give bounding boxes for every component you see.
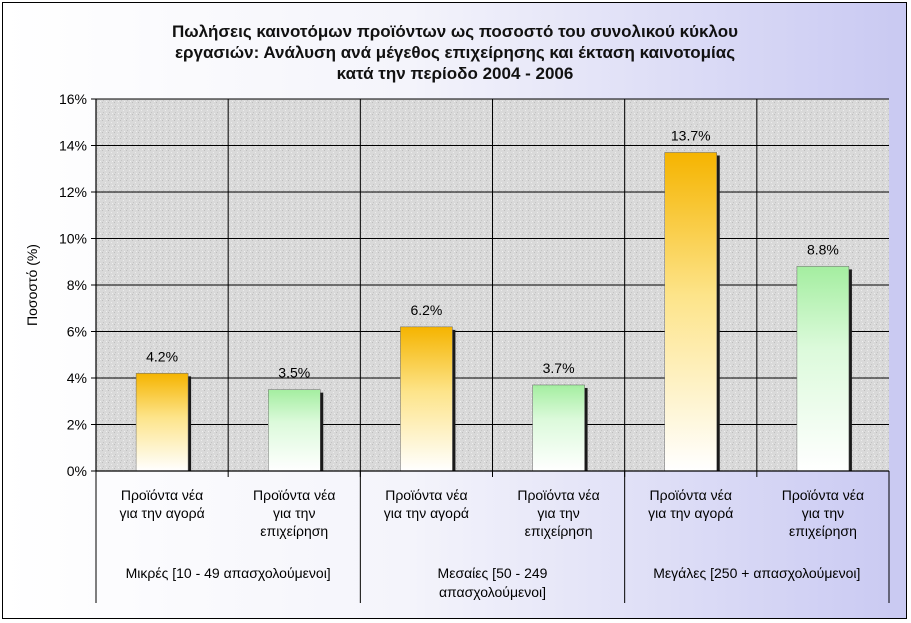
category-label: για την [537,505,579,521]
category-label: για την [802,505,844,521]
data-label: 6.2% [410,302,442,318]
chart-title-line: κατά την περίοδο 2004 - 2006 [337,64,574,83]
y-tick-label: 6% [67,324,87,340]
group-label: Μεσαίες [50 - 249 [438,565,548,581]
category-label: Προϊόντα νέα [385,487,467,503]
data-label: 4.2% [146,348,178,364]
category-label: για την αγορά [119,505,204,521]
category-label: Προϊόντα νέα [253,487,335,503]
data-label: 8.8% [807,241,839,257]
category-labels: Προϊόντα νέα για την αγορά Προϊόντα νέα για… [119,487,864,539]
y-tick-label: 10% [59,231,87,247]
y-tick-label: 2% [67,417,87,433]
y-tick-label: 0% [67,463,87,479]
group-label: απασχολούμενοι] [439,584,546,600]
y-tick-label: 4% [67,370,87,386]
bar [400,326,453,472]
chart-title: Πωλήσεις καινοτόμων προϊόντων ως ποσοστό… [172,22,738,83]
chart-title-line: Πωλήσεις καινοτόμων προϊόντων ως ποσοστό… [172,22,738,41]
data-label: 13.7% [671,127,711,143]
category-label: για την αγορά [648,505,733,521]
bar [664,152,717,472]
data-label: 3.7% [543,360,575,376]
bar [532,384,585,472]
bar [268,389,321,472]
gridlines [96,98,889,472]
y-axis-title: Ποσοστό (%) [24,244,40,326]
category-label: επιχείρηση [525,523,593,539]
y-tick-label: 14% [59,138,87,154]
y-tick-label: 8% [67,277,87,293]
category-label: Προϊόντα νέα [650,487,732,503]
group-label: Μικρές [10 - 49 απασχολούμενοι] [126,565,331,581]
category-label: Προϊόντα νέα [121,487,203,503]
bars [135,152,852,472]
y-tick-label: 12% [59,184,87,200]
category-label: Προϊόντα νέα [517,487,599,503]
y-tick-labels: 0% 2% 4% 6% 8% 10% 12% 14% 16% [59,91,87,479]
category-label: επιχείρηση [789,523,857,539]
bar [796,266,850,472]
chart-title-line: εργασιών: Ανάλυση ανά μέγεθος επιχείρηση… [175,43,735,62]
category-label: Προϊόντα νέα [782,487,864,503]
bar [135,373,189,472]
group-labels: Μικρές [10 - 49 απασχολούμενοι] Μεσαίες [… [126,565,861,600]
category-label: για την αγορά [384,505,469,521]
category-label: για την [273,505,315,521]
category-label: επιχείρηση [260,523,328,539]
group-label: Μεγάλες [250 + απασχολούμενοι] [653,565,860,581]
data-labels: 4.2% 3.5% 6.2% 3.7% 13.7% 8.8% [146,127,839,380]
y-tick-label: 16% [59,91,87,107]
axes [91,98,890,603]
data-label: 3.5% [278,365,310,381]
